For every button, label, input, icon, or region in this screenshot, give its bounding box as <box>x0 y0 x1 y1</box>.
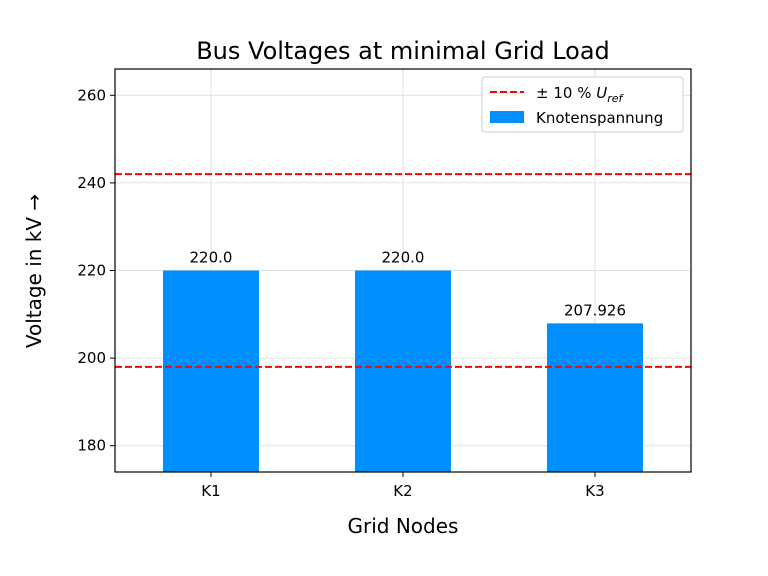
bar-value-label: 220.0 <box>382 249 425 267</box>
bar-value-label: 220.0 <box>190 249 233 267</box>
legend-reference-subscript: ref <box>607 92 624 105</box>
legend-reference-prefix: ± 10 % <box>536 84 596 102</box>
legend: ± 10 % Uref Knotenspannung <box>481 76 684 133</box>
legend-reference-symbol: U <box>596 84 607 102</box>
bar-data-labels: 220.0 220.0 207.926 <box>190 249 626 320</box>
legend-bar-label: Knotenspannung <box>536 109 663 127</box>
x-tick-label: K2 <box>393 482 412 500</box>
bar-value-label: 207.926 <box>564 301 626 319</box>
x-axis-label: Grid Nodes <box>348 514 459 538</box>
legend-reference-label: ± 10 % Uref <box>536 84 624 105</box>
bars <box>163 270 643 472</box>
x-tick-label: K1 <box>201 482 220 500</box>
bar-k2 <box>355 270 451 472</box>
legend-bar-swatch <box>490 111 524 123</box>
y-tick-label: 180 <box>77 437 106 455</box>
x-tick-label: K3 <box>585 482 604 500</box>
bar-k3 <box>547 323 643 472</box>
y-axis-label: Voltage in kV → <box>22 194 46 348</box>
legend-box <box>481 76 684 133</box>
chart-title: Bus Voltages at minimal Grid Load <box>196 37 610 65</box>
y-tick-label: 220 <box>77 262 106 280</box>
y-axis-ticks: 180 200 220 240 260 <box>77 86 115 455</box>
y-tick-label: 260 <box>77 86 106 104</box>
x-axis-ticks: K1 K2 K3 <box>201 472 605 500</box>
y-tick-label: 240 <box>77 174 106 192</box>
bar-k1 <box>163 270 259 472</box>
y-tick-label: 200 <box>77 349 106 367</box>
reference-lines <box>115 173 691 368</box>
